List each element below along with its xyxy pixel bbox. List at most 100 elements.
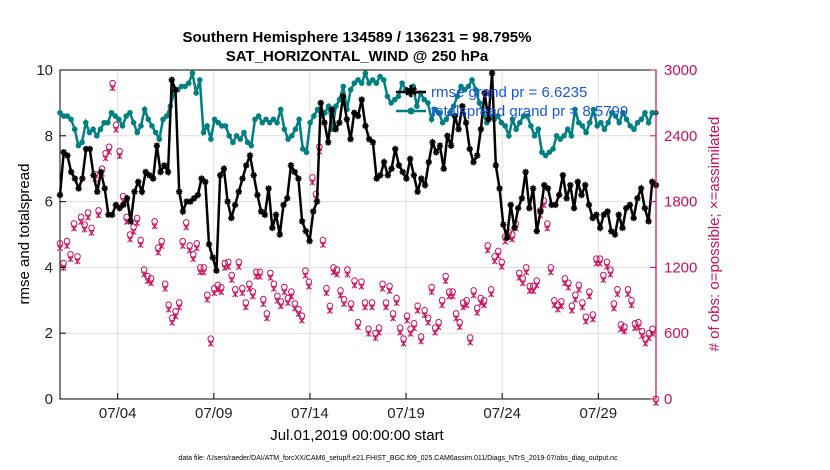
- obs-possible-marker: [400, 335, 407, 342]
- obs-assimilated-marker: [617, 326, 624, 333]
- obs-possible-marker: [375, 324, 383, 332]
- rmse-point: [257, 208, 265, 215]
- rmse-point: [567, 181, 574, 189]
- totalspread-point: [469, 77, 475, 83]
- totalspread-point: [579, 123, 586, 129]
- obs-assimilated-marker: [358, 283, 365, 290]
- totalspread-point: [380, 77, 387, 83]
- obs-assimilated-marker: [530, 288, 537, 295]
- totalspread-point: [307, 119, 313, 126]
- rmse-point: [168, 76, 175, 84]
- obs-possible-marker: [361, 299, 369, 306]
- x-tick-label: 07/24: [483, 405, 521, 422]
- obs-assimilated-marker: [309, 179, 316, 186]
- totalspread-point: [410, 83, 416, 90]
- rmse-point: [507, 201, 514, 209]
- totalspread-point: [340, 83, 347, 90]
- rmse-point: [161, 162, 168, 169]
- obs-possible-marker: [158, 237, 165, 245]
- rmse-point: [295, 175, 302, 182]
- obs-possible-marker: [291, 300, 299, 307]
- rmse-point: [135, 178, 142, 186]
- obs-possible-marker: [365, 325, 372, 333]
- rmse-point: [325, 139, 332, 146]
- rmse-point: [97, 168, 105, 176]
- obs-assimilated-marker: [628, 302, 635, 309]
- obs-assimilated-marker: [190, 256, 197, 263]
- rmse-point: [373, 175, 380, 182]
- totalspread-point: [362, 70, 369, 77]
- obs-assimilated-marker: [544, 225, 551, 232]
- rmse-point: [209, 254, 216, 261]
- rmse-point: [343, 116, 351, 123]
- obs-assimilated-marker: [60, 265, 67, 272]
- rmse-point: [250, 172, 257, 179]
- totalspread-point: [145, 116, 152, 123]
- totalspread-point: [531, 133, 538, 139]
- rmse-point: [608, 228, 615, 235]
- rmse-point: [492, 162, 500, 169]
- obs-possible-marker: [358, 278, 365, 285]
- obs-assimilated-marker: [281, 289, 288, 296]
- obs-assimilated-marker: [582, 318, 589, 325]
- obs-possible-marker: [589, 311, 597, 318]
- totalspread-point: [425, 100, 431, 106]
- axes-layer: 0 2 4 6 8 10 07/04 07/09 07/14 07/19 07/24 07/29 0 60…: [36, 62, 697, 422]
- rmse-point: [120, 201, 127, 209]
- rmse-point: [213, 267, 220, 274]
- totalspread-point: [476, 100, 483, 106]
- obs-possible-marker: [186, 242, 194, 249]
- totalspread-point: [226, 133, 233, 139]
- obs-assimilated-marker: [235, 264, 242, 270]
- obs-assimilated-marker: [404, 317, 411, 324]
- obs-possible-marker: [572, 291, 579, 299]
- totalspread-point: [524, 113, 531, 119]
- obs-assimilated-marker: [176, 304, 183, 311]
- obs-possible-marker: [379, 280, 386, 288]
- totalspread-point: [439, 119, 446, 126]
- obs-assimilated-marker: [334, 271, 340, 278]
- obs-possible-marker: [579, 299, 586, 306]
- rmse-point: [276, 231, 283, 238]
- obs-assimilated-marker: [102, 155, 109, 162]
- obs-possible-marker: [442, 272, 449, 280]
- obs-possible-marker: [624, 286, 632, 293]
- obs-possible-marker: [382, 299, 390, 306]
- obs-assimilated-marker: [302, 272, 309, 279]
- totalspread-point: [237, 136, 244, 142]
- rmse-point: [414, 188, 421, 195]
- totalspread-point: [288, 133, 295, 139]
- totalspread-point: [553, 133, 560, 139]
- obs-assimilated-marker: [67, 256, 74, 263]
- totalspread-point: [149, 123, 155, 129]
- totalspread-point: [86, 129, 93, 136]
- obs-assimilated-marker: [414, 307, 421, 314]
- obs-assimilated-marker: [516, 275, 523, 281]
- obs-assimilated-marker: [425, 319, 432, 326]
- obs-assimilated-marker: [397, 329, 404, 336]
- rmse-point: [433, 149, 440, 156]
- obs-possible-marker: [452, 310, 460, 317]
- obs-assimilated-marker: [621, 328, 628, 335]
- obs-assimilated-marker: [183, 224, 190, 231]
- obs-assimilated-marker: [646, 335, 652, 342]
- rmse-point: [60, 149, 67, 156]
- totalspread-point: [399, 80, 405, 86]
- rmse-point: [157, 168, 164, 176]
- rmse-point: [239, 175, 246, 182]
- rmse-point: [418, 175, 425, 182]
- y2-tick-label: 1200: [664, 259, 697, 276]
- rmse-point: [362, 122, 369, 130]
- obs-assimilated-marker: [134, 220, 141, 227]
- rmse-point: [474, 152, 481, 159]
- y2-tick-label: 600: [664, 325, 689, 342]
- totalspread-point: [498, 119, 505, 126]
- totalspread-point: [274, 119, 280, 126]
- obs-possible-marker: [435, 318, 442, 326]
- obs-assimilated-marker: [214, 287, 221, 293]
- obs-assimilated-marker: [579, 304, 586, 311]
- obs-assimilated-marker: [495, 253, 502, 260]
- rmse-point: [455, 126, 462, 133]
- totalspread-point: [598, 119, 604, 126]
